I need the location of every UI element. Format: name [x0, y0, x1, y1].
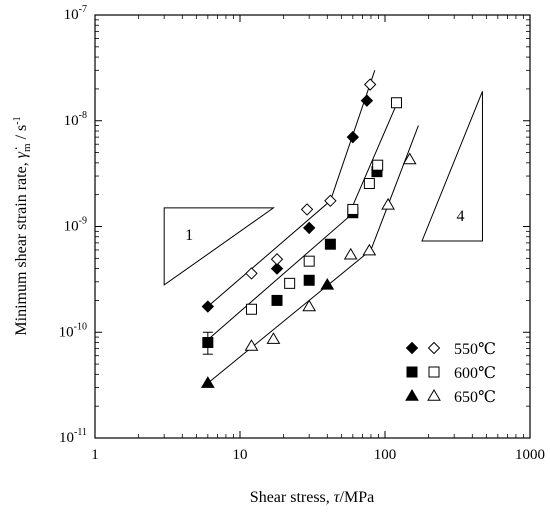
legend-label: 650℃	[454, 389, 496, 406]
data-point-diamond	[363, 78, 377, 91]
legend-marker-triangle-open	[427, 389, 441, 401]
data-point-triangle	[402, 152, 417, 165]
y-tick-label: 10-8	[64, 110, 87, 129]
slope-triangle	[163, 207, 275, 286]
y-tick-label: 10-9	[64, 216, 87, 235]
slope-triangle	[421, 91, 483, 242]
data-point-square	[324, 238, 336, 250]
data-point-square	[363, 178, 375, 190]
legend-label: 550℃	[454, 341, 496, 358]
data-point-diamond	[302, 221, 316, 235]
data-point-triangle	[343, 247, 358, 260]
slope-label: 4	[456, 208, 464, 225]
data-point-square	[303, 255, 315, 267]
data-point-triangle	[362, 243, 377, 256]
y-tick-label: 10-10	[59, 321, 87, 340]
slope-label: 1	[185, 227, 193, 244]
x-axis-ticks: 1 10 100 1000	[91, 15, 545, 463]
data-point-square	[271, 294, 283, 306]
fit-line	[207, 70, 376, 307]
data-point-diamond	[270, 262, 284, 275]
x-tick-label: 1000	[515, 447, 545, 463]
data-point-diamond	[270, 253, 284, 266]
fit-line	[207, 125, 419, 384]
data-point-square	[284, 277, 296, 289]
x-axis-label: Shear stress, τ/MPa	[250, 489, 374, 506]
legend-marker-diamond-filled	[405, 341, 419, 355]
legend: 550℃ 600℃ 650℃	[405, 341, 496, 406]
data-point-square	[347, 203, 359, 215]
data-point-diamond	[346, 130, 360, 144]
data-point-square	[372, 159, 384, 171]
data-point-triangle	[266, 332, 281, 344]
fit-line	[207, 101, 398, 341]
x-tick-label: 10	[233, 447, 248, 463]
x-tick-label: 100	[374, 447, 397, 463]
data-point-square	[390, 97, 402, 109]
data-point-diamond	[360, 94, 374, 107]
slope-triangles: 14	[163, 91, 483, 286]
legend-marker-square-filled	[406, 366, 418, 378]
data-point-triangle	[381, 197, 395, 210]
y-tick-label: 10-7	[64, 4, 87, 23]
data-point-diamond	[245, 267, 258, 280]
data-point-square	[245, 303, 257, 315]
data-point-square	[202, 336, 214, 348]
data-point-triangle	[320, 277, 335, 290]
legend-label: 600℃	[454, 365, 496, 382]
legend-marker-triangle-filled	[405, 389, 419, 401]
data-point-triangle	[244, 339, 259, 351]
y-axis-label: Minimum shear strain rate, γ̇m / s-1	[12, 116, 33, 335]
data-point-square	[303, 274, 315, 286]
data-point-triangle	[200, 376, 215, 388]
y-tick-label: 10-11	[59, 427, 87, 446]
legend-marker-diamond-open	[427, 341, 441, 355]
x-tick-label: 1	[91, 447, 99, 463]
data-point-diamond	[201, 300, 215, 313]
data-points	[200, 78, 417, 388]
data-point-diamond	[300, 203, 314, 216]
data-point-triangle	[302, 299, 317, 312]
y-axis-ticks: 10-11 10-10 10-9 10-8 10-7	[59, 4, 530, 446]
legend-marker-square-open	[428, 366, 440, 378]
data-point-diamond	[324, 194, 337, 208]
